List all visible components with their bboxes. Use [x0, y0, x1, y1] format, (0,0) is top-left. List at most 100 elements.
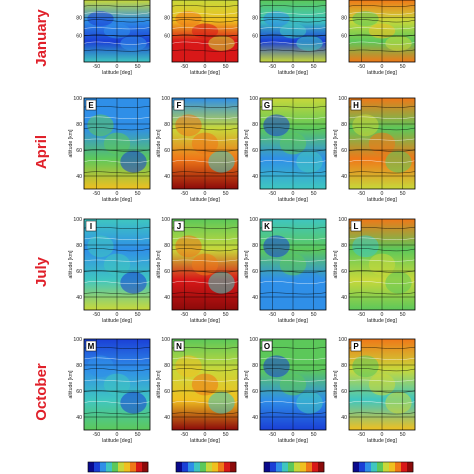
- colorbar-frame: [175, 461, 237, 473]
- y-tick-label: 40: [341, 174, 347, 180]
- y-tick-label: 80: [76, 16, 82, 22]
- y-tick-label: 80: [164, 243, 170, 249]
- contour-line: [259, 49, 327, 52]
- colorbar-swatch: [200, 462, 207, 472]
- x-axis-label: latitude [deg]: [278, 197, 308, 203]
- y-tick-label: 40: [164, 174, 170, 180]
- colorbar-swatch: [300, 462, 307, 472]
- contour-line: [259, 12, 327, 15]
- contour-line: [259, 171, 327, 174]
- panel-frame: [83, 0, 151, 63]
- y-axis-label: altitude [km]: [68, 129, 74, 158]
- field-patch: [352, 355, 379, 378]
- contour-line: [259, 27, 327, 30]
- colorbar-frame: [263, 461, 325, 473]
- field-patch: [352, 235, 379, 258]
- colorbar-swatch: [112, 462, 119, 472]
- x-tick-label: -50: [269, 312, 277, 318]
- panel-letter: M: [88, 342, 95, 351]
- contour-line: [171, 259, 239, 262]
- contour-line: [83, 292, 151, 295]
- panel-frame: [259, 338, 327, 431]
- contour-line: [348, 12, 416, 15]
- y-tick-label: 40: [252, 415, 258, 421]
- panel-letter-box: [350, 99, 362, 111]
- contour-line: [83, 19, 151, 23]
- contour-line: [83, 41, 151, 45]
- field-patch: [263, 355, 290, 378]
- contour-line: [348, 138, 416, 141]
- contour-line: [171, 292, 239, 295]
- contour-line: [171, 12, 239, 15]
- y-axis-label: altitude [km]: [244, 129, 250, 158]
- contour-line: [348, 159, 416, 163]
- contour-line: [83, 368, 151, 372]
- x-tick-label: 50: [135, 64, 141, 70]
- y-tick-label: 40: [252, 295, 258, 301]
- x-tick-label: 50: [223, 191, 229, 197]
- contour-line: [348, 34, 416, 37]
- field-patch: [296, 391, 323, 414]
- y-tick-label: 100: [73, 96, 82, 102]
- field-patch: [120, 391, 147, 414]
- x-tick-label: 0: [116, 64, 119, 70]
- contour-line: [171, 159, 239, 163]
- x-axis-label: latitude [deg]: [278, 318, 308, 324]
- panel-frame: [259, 97, 327, 190]
- x-tick-label: 0: [116, 432, 119, 438]
- x-tick-label: -50: [93, 191, 101, 197]
- colorbar-swatch: [312, 462, 319, 472]
- y-tick-label: 80: [252, 122, 258, 128]
- colorbar-swatch: [136, 462, 143, 472]
- panel-letter: K: [264, 222, 270, 231]
- field-patch: [175, 235, 202, 258]
- panel-letter-box: [350, 220, 362, 232]
- x-axis-label: latitude [deg]: [190, 318, 220, 324]
- y-tick-label: 100: [161, 337, 170, 343]
- contour-line: [259, 127, 327, 131]
- y-tick-label: 60: [164, 269, 170, 275]
- row-label-july: July: [33, 256, 50, 287]
- x-tick-label: -50: [181, 432, 189, 438]
- field-patch: [263, 235, 290, 258]
- field-patch: [120, 271, 147, 294]
- colorbar-swatch: [365, 462, 372, 472]
- x-tick-label: 0: [381, 64, 384, 70]
- x-tick-label: -50: [358, 191, 366, 197]
- row-label-april: April: [33, 135, 50, 169]
- x-axis-label: latitude [deg]: [102, 70, 132, 76]
- panel-frame: [83, 218, 151, 311]
- contour-line: [83, 159, 151, 163]
- panel-letter: F: [177, 101, 182, 110]
- colorbar-swatch: [294, 462, 301, 472]
- contour-line: [259, 248, 327, 252]
- contour-line: [348, 400, 416, 404]
- contour-line: [348, 259, 416, 262]
- x-tick-label: 50: [135, 191, 141, 197]
- y-tick-label: 40: [164, 415, 170, 421]
- x-axis-label: latitude [deg]: [367, 318, 397, 324]
- y-tick-label: 40: [164, 295, 170, 301]
- field-patch: [120, 150, 147, 173]
- x-tick-label: 0: [381, 191, 384, 197]
- field-patch: [385, 35, 412, 51]
- colorbar-swatch: [106, 462, 113, 472]
- contour-line: [171, 49, 239, 52]
- y-tick-label: 60: [341, 389, 347, 395]
- y-tick-label: 100: [73, 217, 82, 223]
- contour-line: [259, 368, 327, 372]
- x-tick-label: -50: [358, 312, 366, 318]
- contour-line: [83, 171, 151, 174]
- panel-letter: J: [177, 222, 181, 231]
- y-tick-label: 40: [252, 174, 258, 180]
- field-patch: [296, 35, 323, 51]
- field-patch: [385, 271, 412, 294]
- x-tick-label: -50: [269, 64, 277, 70]
- colorbar-swatch: [124, 462, 131, 472]
- panel-letter-box: [261, 99, 273, 111]
